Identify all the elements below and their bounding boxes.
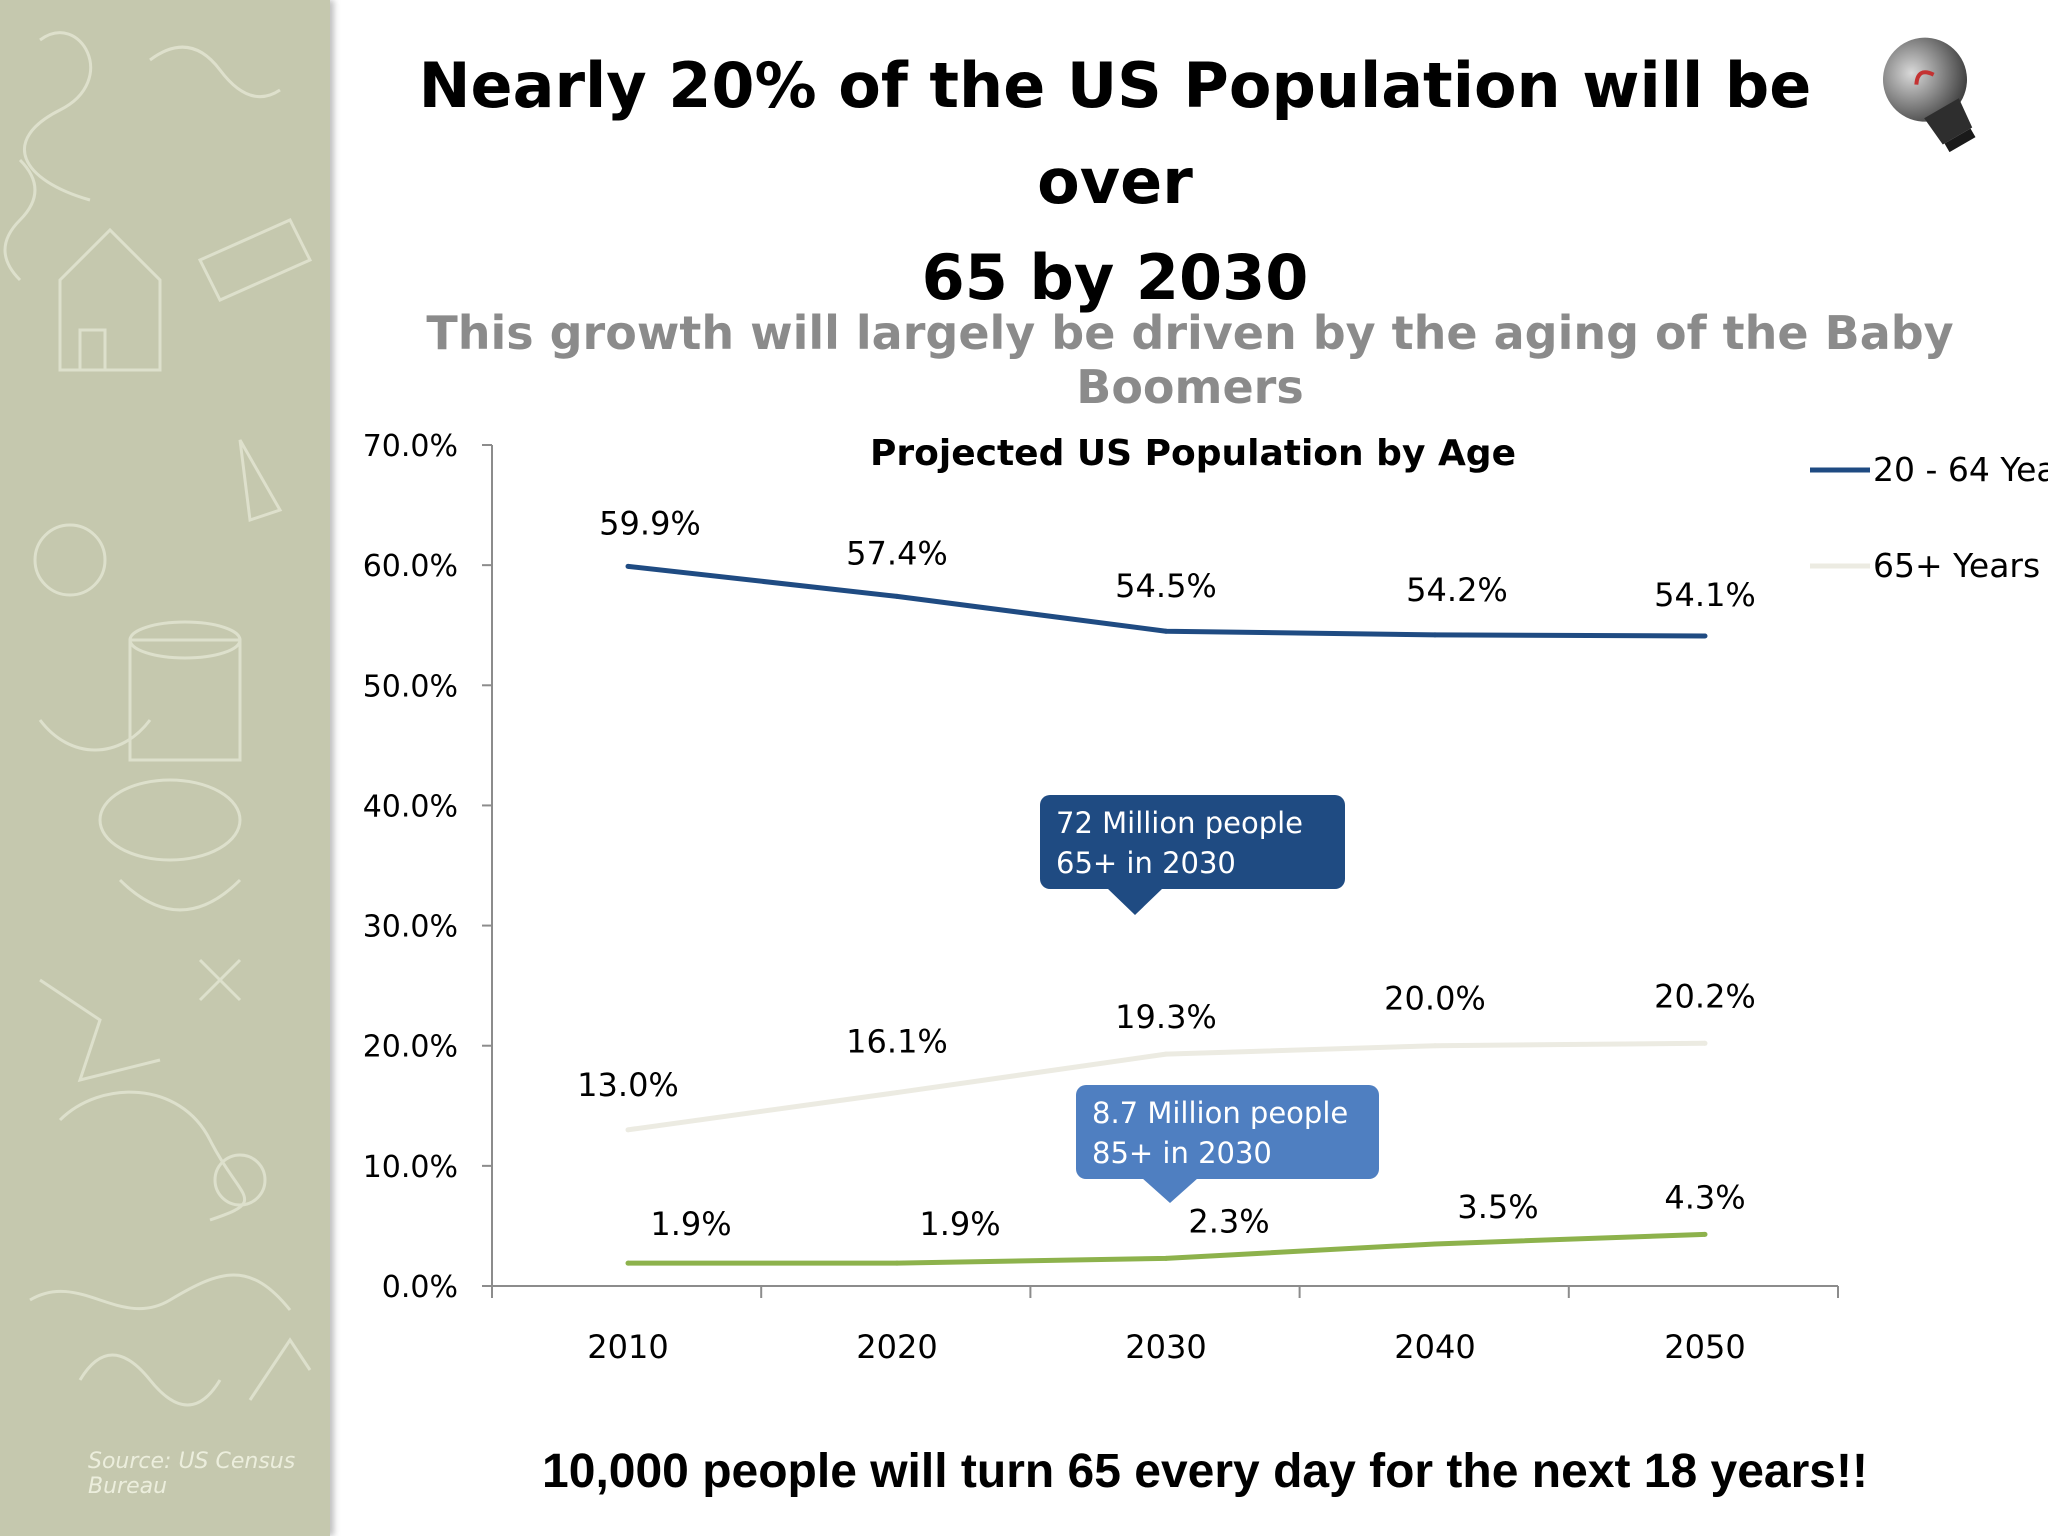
callout-text: 65+ in 2030: [1056, 846, 1236, 880]
data-point: [625, 1127, 631, 1133]
lightbulb-icon: [1883, 37, 1976, 153]
data-label: 59.9%: [599, 504, 701, 542]
slide-title: Nearly 20% of the US Population will be …: [350, 38, 1880, 326]
title-line-2: 65 by 2030: [921, 241, 1309, 314]
x-tick-label: 2040: [1394, 1328, 1475, 1366]
x-tick-label: 2050: [1664, 1328, 1745, 1366]
y-tick-label: 60.0%: [363, 549, 458, 584]
x-tick-label: 2020: [856, 1328, 937, 1366]
data-label: 1.9%: [919, 1205, 1000, 1243]
y-tick-label: 20.0%: [363, 1030, 458, 1065]
data-label: 20.0%: [1384, 980, 1486, 1018]
callout-box: [1040, 795, 1345, 889]
data-point: [1432, 1043, 1438, 1049]
doodle-pattern: [3, 31, 313, 1407]
y-tick-label: 0.0%: [382, 1270, 458, 1305]
source-note: Source: US Census Bureau: [88, 1449, 296, 1499]
data-label: 54.2%: [1406, 571, 1508, 609]
callout-text: 8.7 Million people: [1092, 1096, 1348, 1130]
footer-statement: 10,000 people will turn 65 every day for…: [542, 1445, 1868, 1498]
data-point: [1432, 632, 1438, 638]
data-point: [1702, 633, 1708, 639]
slide-subtitle: This growth will largely be driven by th…: [426, 306, 1954, 414]
data-point: [1702, 1040, 1708, 1046]
y-tick-label: 40.0%: [363, 789, 458, 824]
data-point: [1702, 1231, 1708, 1237]
data-label: 3.5%: [1457, 1188, 1538, 1226]
data-point: [894, 1260, 900, 1266]
data-label: 57.4%: [846, 534, 948, 572]
callout-text: 85+ in 2030: [1092, 1136, 1272, 1170]
data-point: [894, 1090, 900, 1096]
data-point: [1163, 628, 1169, 634]
callout-box: [1076, 1085, 1379, 1179]
callout-text: 72 Million people: [1056, 806, 1303, 840]
callout-pointer: [1142, 1178, 1198, 1203]
data-label: 4.3%: [1664, 1178, 1745, 1216]
data-label: 2.3%: [1188, 1202, 1269, 1240]
data-point: [625, 1260, 631, 1266]
legend-label: 20 - 64 Years: [1873, 450, 2048, 489]
data-point: [1432, 1241, 1438, 1247]
y-tick-label: 30.0%: [363, 910, 458, 945]
legend-label: 65+ Years: [1873, 546, 2040, 585]
data-label: 19.3%: [1115, 998, 1217, 1036]
data-label: 13.0%: [577, 1066, 679, 1104]
data-point: [894, 593, 900, 599]
data-label: 54.5%: [1115, 567, 1217, 605]
callout-pointer: [1107, 888, 1163, 915]
data-point: [1163, 1051, 1169, 1057]
data-point: [625, 563, 631, 569]
data-label: 16.1%: [846, 1023, 948, 1061]
data-label: 20.2%: [1654, 977, 1756, 1015]
y-tick-label: 50.0%: [363, 669, 458, 704]
data-label: 1.9%: [650, 1205, 731, 1243]
decorative-sidebar: Source: US Census Bureau: [0, 0, 330, 1536]
x-tick-label: 2010: [587, 1328, 668, 1366]
y-tick-label: 10.0%: [363, 1150, 458, 1185]
chart-title: Projected US Population by Age: [870, 433, 1516, 474]
title-line-1: Nearly 20% of the US Population will be …: [418, 49, 1812, 218]
y-tick-label: 70.0%: [363, 429, 458, 464]
x-tick-label: 2030: [1125, 1328, 1206, 1366]
data-label: 54.1%: [1654, 576, 1756, 614]
data-point: [1163, 1255, 1169, 1261]
